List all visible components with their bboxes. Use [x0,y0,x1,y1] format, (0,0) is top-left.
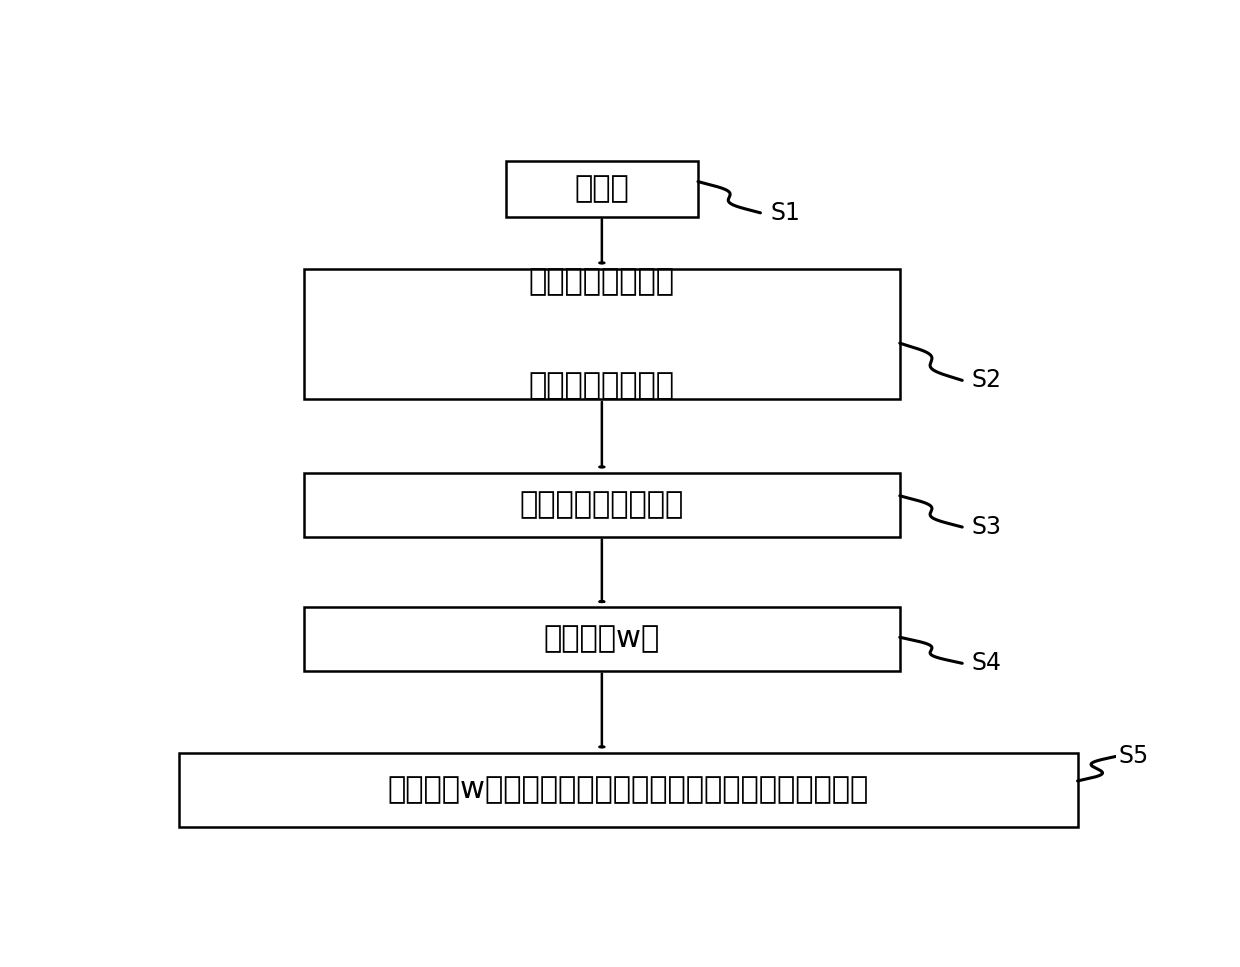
Text: S3: S3 [972,515,1002,539]
Text: 预处理: 预处理 [574,174,629,203]
Text: 对包络振幅进行分离: 对包络振幅进行分离 [520,490,684,519]
Bar [304,607,900,671]
Bar [304,474,900,537]
Text: 提取出叠前道集的

包络振幅和相位值: 提取出叠前道集的 包络振幅和相位值 [529,267,675,400]
Text: S5: S5 [1118,745,1149,769]
Text: 利用权重w值构建新的地震道集表达式，获得增益后的振幅: 利用权重w值构建新的地震道集表达式，获得增益后的振幅 [388,776,869,805]
Bar [506,161,698,217]
Bar [304,269,900,399]
Bar [179,752,1078,827]
Text: S1: S1 [770,201,800,225]
Text: S4: S4 [972,652,1002,675]
Text: S2: S2 [972,368,1002,393]
Text: 计算权重w值: 计算权重w值 [543,625,660,654]
